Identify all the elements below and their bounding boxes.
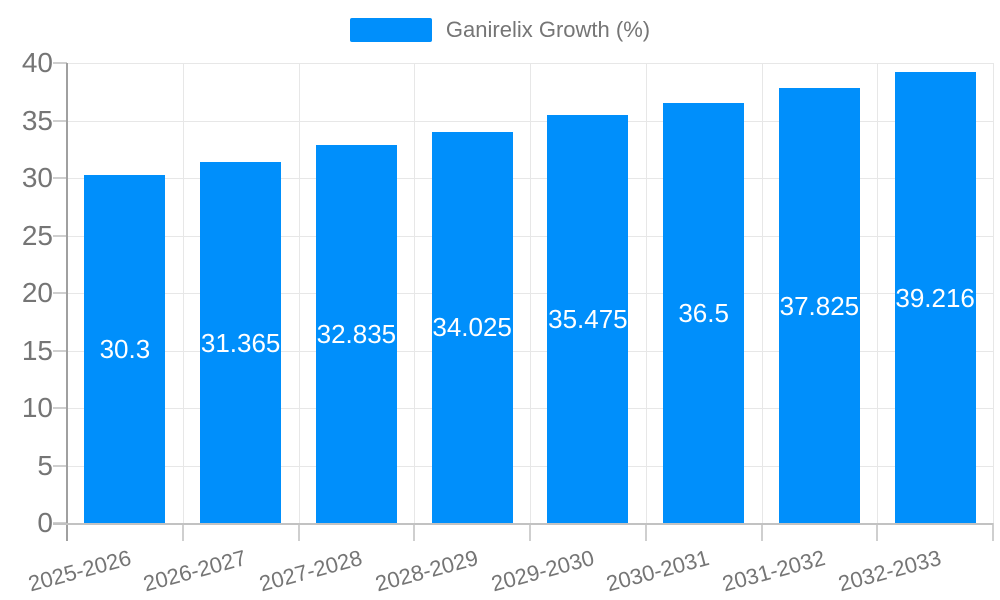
x-tick-label: 2029-2030 bbox=[488, 545, 597, 597]
x-tick-label: 2027-2028 bbox=[256, 545, 365, 597]
x-tick-mark bbox=[181, 523, 184, 541]
bar-value-label: 36.5 bbox=[678, 298, 729, 329]
y-axis-line bbox=[66, 63, 68, 541]
bar-value-label: 37.825 bbox=[779, 290, 860, 321]
x-tick-mark bbox=[297, 523, 300, 541]
gridline-vertical bbox=[414, 63, 416, 523]
x-tick-mark bbox=[529, 523, 531, 541]
bar-value-label: 32.835 bbox=[316, 319, 397, 350]
bar-value-label: 31.365 bbox=[200, 327, 281, 358]
bar[interactable] bbox=[894, 72, 976, 523]
y-tick-label: 35 bbox=[21, 104, 53, 136]
gridline-vertical bbox=[530, 63, 531, 523]
bar-value-label: 30.3 bbox=[99, 333, 151, 364]
y-tick-mark bbox=[53, 464, 67, 467]
bar[interactable] bbox=[315, 145, 397, 523]
x-tick-label: 2032-2033 bbox=[835, 545, 944, 597]
bar[interactable] bbox=[547, 115, 629, 523]
gridline-vertical bbox=[877, 63, 879, 523]
y-tick-label: 25 bbox=[21, 219, 53, 251]
x-tick-label: 2025-2026 bbox=[25, 545, 134, 597]
y-tick-mark bbox=[53, 177, 67, 179]
bar-value-label: 34.025 bbox=[432, 312, 512, 343]
bar[interactable] bbox=[778, 88, 860, 523]
y-tick-mark bbox=[53, 234, 67, 237]
bar[interactable] bbox=[84, 174, 166, 523]
y-tick-mark bbox=[53, 62, 67, 64]
x-tick-mark bbox=[644, 523, 647, 541]
bar-value-label: 35.475 bbox=[548, 304, 628, 335]
y-tick-label: 15 bbox=[21, 334, 53, 366]
gridline-vertical bbox=[298, 63, 300, 523]
y-tick-mark bbox=[53, 349, 67, 352]
y-tick-label: 20 bbox=[21, 277, 53, 308]
gridline-vertical bbox=[993, 63, 994, 523]
gridline-vertical bbox=[761, 63, 763, 523]
x-tick-mark bbox=[413, 523, 416, 541]
bar-value-label: 39.216 bbox=[895, 282, 975, 313]
gridline-vertical bbox=[182, 63, 184, 523]
x-tick-label: 2028-2029 bbox=[372, 545, 481, 597]
x-tick-label: 2030-2031 bbox=[603, 545, 713, 597]
x-axis-line bbox=[53, 523, 993, 525]
legend-item[interactable]: Ganirelix Growth (%) bbox=[0, 17, 1000, 43]
y-tick-label: 30 bbox=[21, 162, 53, 193]
x-tick-mark bbox=[760, 523, 763, 541]
y-tick-mark bbox=[53, 119, 67, 122]
bar[interactable] bbox=[663, 103, 745, 523]
x-tick-label: 2031-2032 bbox=[719, 545, 828, 597]
x-tick-mark bbox=[992, 523, 994, 541]
y-tick-label: 10 bbox=[21, 392, 53, 423]
bar[interactable] bbox=[200, 162, 282, 523]
y-tick-label: 5 bbox=[37, 449, 53, 481]
x-tick-label: 2026-2027 bbox=[140, 545, 250, 597]
y-tick-label: 0 bbox=[37, 507, 53, 538]
bar[interactable] bbox=[431, 131, 513, 523]
y-tick-label: 40 bbox=[21, 47, 53, 78]
legend-label: Ganirelix Growth (%) bbox=[445, 17, 651, 42]
x-tick-mark bbox=[876, 523, 879, 541]
y-tick-mark bbox=[53, 292, 67, 294]
legend-marker bbox=[349, 18, 432, 42]
gridline-vertical bbox=[645, 63, 647, 523]
y-tick-mark bbox=[53, 407, 67, 409]
